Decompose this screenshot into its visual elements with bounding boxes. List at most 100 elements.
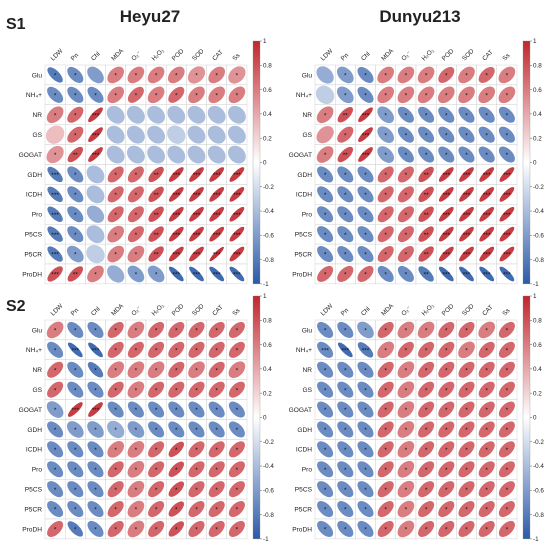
significance-stars: * [215, 73, 218, 80]
significance-stars: * [236, 427, 239, 434]
significance-stars: * [384, 232, 387, 239]
corr-ellipse [357, 226, 374, 243]
corr-ellipse [397, 480, 415, 498]
corr-ellipse [377, 361, 394, 378]
colorbar-tick-label: -0.2 [533, 184, 544, 191]
corr-ellipse [317, 401, 334, 418]
row-label: Pro [32, 212, 43, 219]
significance-stars: *** [213, 272, 221, 279]
significance-stars: * [94, 487, 97, 494]
significance-stars: * [195, 387, 198, 394]
colorbar-tick-label: 0 [533, 415, 537, 422]
corr-ellipse [67, 361, 84, 378]
corr-ellipse [397, 166, 414, 183]
corr-ellipse [317, 206, 334, 223]
corr-ellipse [317, 381, 334, 398]
corr-ellipse [148, 166, 164, 183]
colorbar-tick-label: -1 [263, 281, 269, 288]
significance-stars: * [324, 328, 327, 335]
column-label: Ss [501, 52, 511, 62]
significance-stars: * [465, 112, 468, 119]
row-label: GS [302, 132, 312, 139]
corr-ellipse [168, 266, 184, 282]
row-label: Glu [302, 327, 313, 334]
corr-ellipse [188, 401, 205, 418]
corr-ellipse [107, 245, 125, 263]
column-label: MDA [380, 47, 395, 62]
corr-ellipse [107, 86, 125, 104]
significance-stars: * [54, 367, 57, 374]
corr-ellipse [358, 147, 373, 162]
corr-ellipse [498, 461, 515, 478]
significance-stars: ** [343, 112, 349, 119]
significance-stars: * [465, 447, 468, 454]
corr-ellipse [498, 341, 515, 358]
significance-stars: * [425, 467, 428, 474]
corr-ellipse [47, 246, 63, 262]
significance-stars: * [344, 487, 347, 494]
significance-stars: * [485, 112, 488, 119]
significance-stars: * [425, 152, 428, 159]
significance-stars: * [445, 467, 448, 474]
corr-ellipse [47, 501, 64, 518]
corr-ellipse [67, 66, 84, 83]
significance-stars: * [54, 527, 57, 534]
corr-ellipse [438, 126, 455, 143]
significance-stars: * [425, 427, 428, 434]
significance-stars: * [175, 427, 178, 434]
corr-ellipse [498, 361, 515, 378]
colorbar-tick-label: 0.6 [533, 342, 542, 349]
significance-stars: * [135, 487, 138, 494]
significance-stars: * [94, 387, 97, 394]
row-label: Glu [32, 72, 43, 79]
corr-ellipse [107, 501, 124, 518]
significance-stars: * [215, 447, 218, 454]
significance-stars: * [215, 407, 218, 414]
corr-ellipse [188, 341, 205, 358]
significance-stars: * [54, 73, 57, 80]
row-label: GS [302, 387, 312, 394]
row-label: ICDH [296, 447, 312, 454]
significance-stars: * [364, 367, 367, 374]
significance-stars: *** [213, 232, 221, 239]
significance-stars: *** [443, 172, 451, 179]
significance-stars: * [506, 427, 509, 434]
corr-ellipse [67, 146, 83, 163]
corr-ellipse [189, 186, 204, 202]
corr-ellipse [478, 441, 495, 458]
significance-stars: * [384, 252, 387, 259]
corr-ellipse [208, 341, 225, 358]
corr-ellipse [478, 361, 495, 378]
significance-stars: * [485, 347, 488, 354]
significance-stars: * [54, 112, 57, 119]
significance-stars: * [425, 487, 428, 494]
corr-ellipse [377, 86, 395, 104]
row-label: Glu [32, 327, 43, 334]
corr-ellipse [357, 321, 374, 339]
corr-ellipse [127, 166, 144, 183]
significance-stars: *** [463, 272, 471, 279]
corr-ellipse [478, 401, 495, 418]
corr-ellipse [127, 441, 145, 458]
row-label: NR [32, 112, 42, 119]
row-label: GS [32, 132, 42, 139]
corr-ellipse [317, 265, 334, 282]
significance-stars: * [324, 447, 327, 454]
significance-stars: * [54, 407, 57, 414]
row-label: GOGAT [19, 407, 42, 414]
significance-stars: * [384, 328, 387, 335]
colorbar-tick-label: -0.8 [263, 257, 274, 264]
corr-ellipse [478, 381, 495, 398]
significance-stars: *** [173, 172, 181, 179]
corr-ellipse [459, 226, 474, 242]
corr-ellipse [397, 126, 414, 143]
significance-stars: * [94, 427, 97, 434]
corr-ellipse [357, 186, 374, 203]
row-label: P5CS [25, 231, 43, 238]
corr-ellipse [168, 401, 185, 418]
significance-stars: * [175, 467, 178, 474]
corr-ellipse [316, 106, 334, 124]
corr-ellipse [317, 186, 334, 203]
corr-ellipse [377, 421, 394, 438]
significance-stars: * [425, 407, 428, 414]
